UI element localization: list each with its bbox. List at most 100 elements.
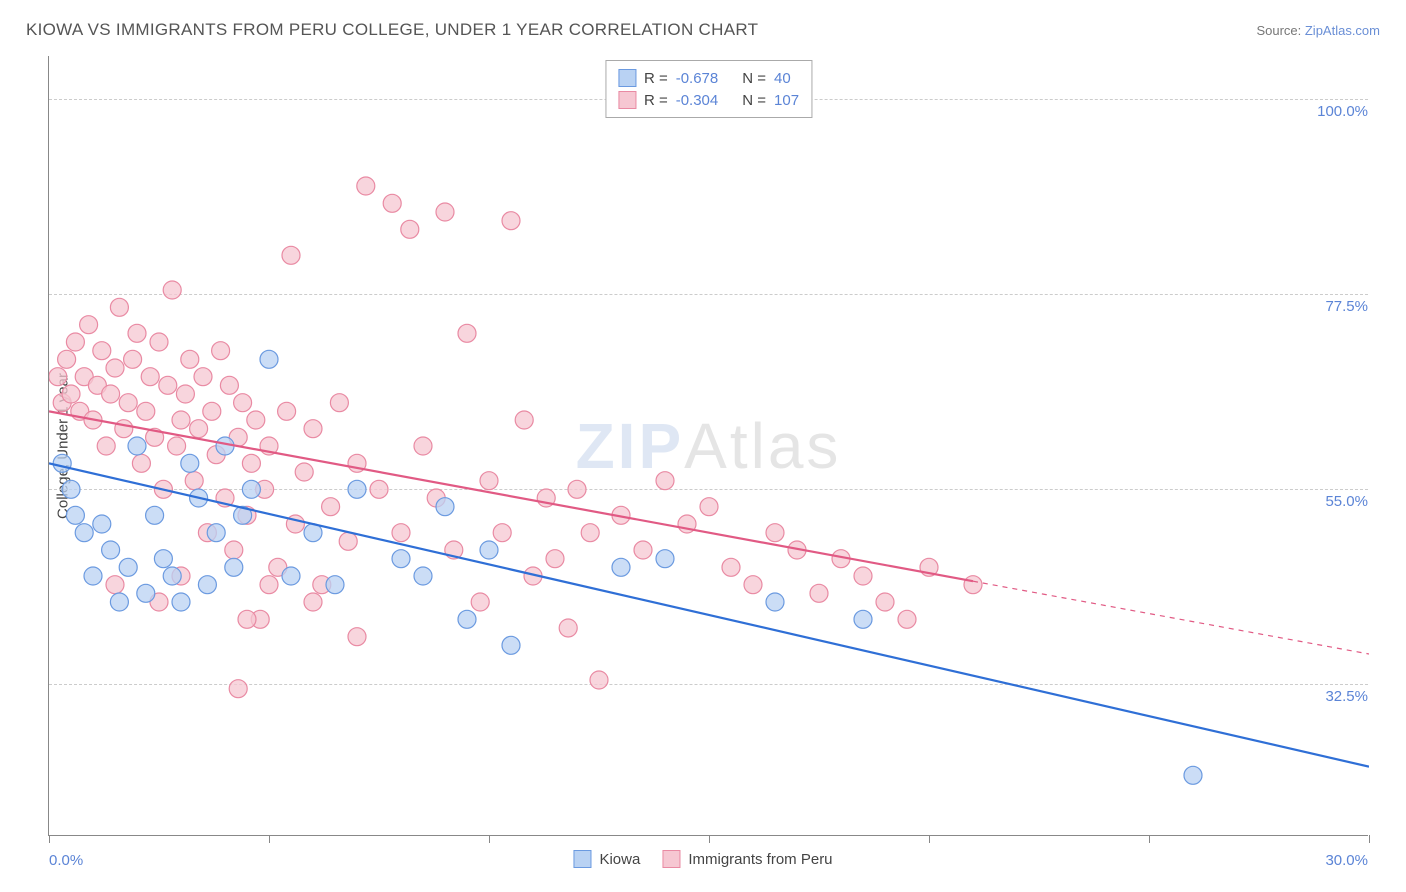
data-point [49, 368, 67, 386]
data-point [278, 402, 296, 420]
data-point [766, 593, 784, 611]
data-point [348, 628, 366, 646]
data-point [242, 480, 260, 498]
data-point [220, 376, 238, 394]
data-point [194, 368, 212, 386]
data-point [242, 454, 260, 472]
data-point [172, 411, 190, 429]
data-point [93, 515, 111, 533]
header: KIOWA VS IMMIGRANTS FROM PERU COLLEGE, U… [26, 20, 1380, 40]
r-value-series1: -0.678 [676, 70, 719, 87]
data-point [392, 550, 410, 568]
data-point [414, 437, 432, 455]
data-point [80, 316, 98, 334]
data-point [128, 437, 146, 455]
data-point [128, 324, 146, 342]
data-point [110, 593, 128, 611]
data-point [141, 368, 159, 386]
data-point [66, 333, 84, 351]
data-point [150, 333, 168, 351]
x-tick [269, 835, 270, 843]
data-point [502, 636, 520, 654]
data-point [163, 281, 181, 299]
data-point [304, 593, 322, 611]
data-point [185, 472, 203, 490]
legend-swatch-series2 [662, 850, 680, 868]
data-point [216, 437, 234, 455]
data-point [330, 394, 348, 412]
data-point [304, 420, 322, 438]
data-point [53, 454, 71, 472]
data-point [102, 385, 120, 403]
data-point [590, 671, 608, 689]
data-point [75, 524, 93, 542]
data-point [115, 420, 133, 438]
x-tick [929, 835, 930, 843]
data-point [458, 610, 476, 628]
data-point [1184, 766, 1202, 784]
n-value-series1: 40 [774, 70, 791, 87]
data-point [480, 472, 498, 490]
data-point [581, 524, 599, 542]
data-point [110, 298, 128, 316]
data-point [700, 498, 718, 516]
data-point [168, 437, 186, 455]
legend-item-series1: Kiowa [573, 850, 640, 868]
data-point [132, 454, 150, 472]
data-point [137, 402, 155, 420]
data-point [62, 480, 80, 498]
x-tick [1149, 835, 1150, 843]
data-point [357, 177, 375, 195]
data-point [854, 567, 872, 585]
data-point [282, 246, 300, 264]
data-point [146, 506, 164, 524]
data-point [207, 524, 225, 542]
data-point [119, 558, 137, 576]
x-tick-label-first: 0.0% [49, 852, 83, 869]
data-point [392, 524, 410, 542]
data-point [766, 524, 784, 542]
data-point [964, 576, 982, 594]
data-point [656, 472, 674, 490]
data-point [898, 610, 916, 628]
data-point [383, 194, 401, 212]
data-point [401, 220, 419, 238]
data-point [225, 558, 243, 576]
data-point [502, 212, 520, 230]
data-point [326, 576, 344, 594]
n-label: N = [742, 92, 766, 109]
data-point [102, 541, 120, 559]
legend-label-series1: Kiowa [599, 851, 640, 868]
data-point [225, 541, 243, 559]
data-point [172, 593, 190, 611]
data-point [295, 463, 313, 481]
data-point [247, 411, 265, 429]
data-point [181, 350, 199, 368]
data-point [260, 576, 278, 594]
data-point [260, 350, 278, 368]
data-point [568, 480, 586, 498]
data-point [458, 324, 476, 342]
legend-swatch-series1 [573, 850, 591, 868]
correlation-stats-box: R = -0.678 N = 40 R = -0.304 N = 107 [605, 60, 812, 118]
data-point [106, 359, 124, 377]
legend-item-series2: Immigrants from Peru [662, 850, 832, 868]
source-value: ZipAtlas.com [1305, 23, 1380, 38]
data-point [282, 567, 300, 585]
data-point [212, 342, 230, 360]
data-point [810, 584, 828, 602]
x-tick-label-last: 30.0% [1325, 852, 1368, 869]
data-point [238, 610, 256, 628]
x-tick [1369, 835, 1370, 843]
data-point [493, 524, 511, 542]
data-point [190, 420, 208, 438]
data-point [234, 394, 252, 412]
data-point [181, 454, 199, 472]
chart-plot-area: College, Under 1 year ZIPAtlas R = -0.67… [48, 56, 1368, 836]
data-point [414, 567, 432, 585]
data-point [322, 498, 340, 516]
trend-line-extrapolated [973, 581, 1369, 654]
data-point [876, 593, 894, 611]
data-point [722, 558, 740, 576]
data-point [159, 376, 177, 394]
